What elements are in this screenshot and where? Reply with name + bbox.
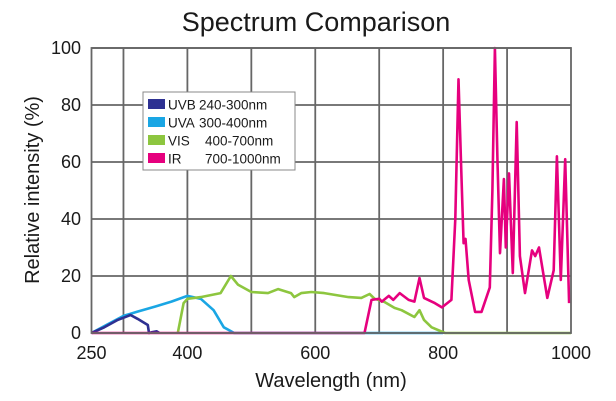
x-tick-label: 600 [300, 343, 330, 363]
legend-label: UVA [168, 116, 195, 131]
series-line-uva [90, 294, 444, 335]
legend-range: 240-300nm [199, 98, 267, 113]
y-tick-labels: 0 20 40 60 80 100 [51, 38, 81, 343]
x-tick-labels: 250 400 600 800 1000 [76, 343, 591, 363]
legend-swatch-uva [148, 117, 165, 127]
series-lines [90, 46, 571, 335]
plot-frame [90, 47, 572, 334]
legend-swatch-vis [148, 135, 165, 145]
y-tick-label: 20 [61, 266, 81, 286]
x-tick-label: 400 [172, 343, 202, 363]
y-tick-label: 60 [61, 152, 81, 172]
legend: UVB 240-300nm UVA 300-400nm VIS 400-700nm IR 70… [142, 91, 296, 171]
series-line-uvb [90, 313, 161, 335]
legend-box [142, 91, 296, 171]
series-line-vis [176, 274, 571, 335]
legend-label: VIS [168, 134, 190, 149]
legend-label: IR [168, 152, 182, 167]
legend-range: 700-1000nm [205, 152, 281, 167]
legend-label: UVB [168, 98, 196, 113]
y-tick-label: 100 [51, 38, 81, 58]
x-tick-label: 800 [428, 343, 458, 363]
x-tick-label: 1000 [551, 343, 591, 363]
y-tick-label: 40 [61, 209, 81, 229]
chart-title: Spectrum Comparison [182, 7, 451, 37]
legend-range: 300-400nm [199, 116, 267, 131]
x-axis-label: Wavelength (nm) [255, 370, 407, 392]
legend-range: 400-700nm [205, 134, 273, 149]
x-tick-label: 250 [76, 343, 106, 363]
y-axis-label: Relative intensity (%) [22, 96, 44, 284]
series-line-ir [91, 46, 571, 335]
y-tick-label: 0 [71, 323, 81, 343]
y-tick-label: 80 [61, 95, 81, 115]
legend-swatch-ir [148, 153, 165, 163]
legend-swatch-uvb [148, 99, 165, 109]
